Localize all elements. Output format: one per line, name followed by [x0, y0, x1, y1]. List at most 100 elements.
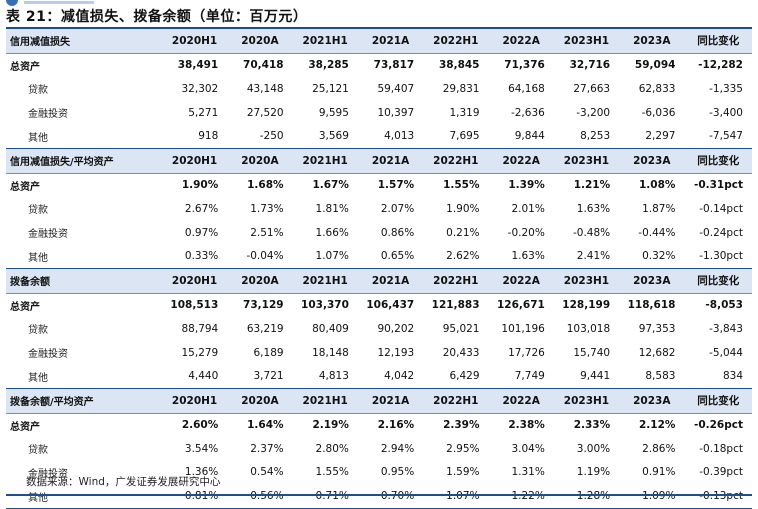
table-cell: 2.39%	[423, 412, 489, 438]
table-row: 其他 0.33% -0.04% 1.07% 0.65% 2.62% 1.63% 2.41% 0.…	[6, 244, 752, 269]
column-header: 2021A	[357, 268, 424, 294]
table-cell: -0.39pct	[699, 466, 743, 479]
table-cell: 1.36%	[184, 466, 219, 479]
table-cell: 2.51%	[250, 226, 284, 239]
column-header: 2021H1	[292, 388, 358, 413]
table-cell: 126,671	[488, 292, 554, 318]
table-cell: 128,199	[553, 292, 620, 318]
column-header: 2020A	[227, 388, 293, 413]
table-cell: 0.97%	[184, 226, 219, 239]
row-label: 金融投资	[28, 468, 68, 480]
row-label: 总资产	[6, 412, 162, 438]
column-header: 同比变化	[684, 29, 752, 54]
table-cell: 2.67%	[184, 202, 219, 215]
table-cell: 1.07%	[423, 484, 489, 509]
table-cell: 2,297	[619, 124, 685, 149]
table-cell: 32,302	[181, 82, 219, 95]
table-cell: 80,409	[312, 322, 349, 335]
column-header: 2020H1	[161, 29, 228, 54]
table-row: 金融投资 0.97% 2.51% 1.66% 0.86% 0.21% -0.20% -0.48…	[6, 221, 752, 245]
table-cell: 1.21%	[553, 172, 620, 198]
row-label: 其他	[6, 124, 162, 149]
column-header: 2022H1	[423, 148, 489, 174]
table-cell: 32,716	[553, 52, 620, 78]
table-cell: 118,618	[619, 292, 685, 318]
column-header: 2022A	[488, 29, 554, 54]
table-cell: 9,595	[318, 106, 349, 119]
total-row: 总资产 1.90% 1.68% 1.67% 1.57% 1.55% 1.39% 1.21% 1.…	[6, 172, 752, 198]
table-cell: 8,253	[553, 124, 620, 149]
table-cell: -2,636	[510, 106, 545, 119]
column-header: 2023H1	[553, 29, 620, 54]
table-cell: 38,491	[161, 52, 228, 78]
table-cell: 5,271	[188, 106, 219, 119]
table-cell: -0.20%	[507, 226, 545, 239]
table-cell: 4,813	[292, 364, 358, 389]
table-cell: 2.41%	[553, 244, 620, 269]
section-title: 拨备余额	[6, 268, 162, 294]
table-cell: 2.80%	[315, 442, 349, 455]
table-cell: 1.66%	[315, 226, 349, 239]
table-cell: 73,817	[357, 52, 424, 78]
table-cell: 95,021	[442, 322, 480, 335]
table-cell: 106,437	[357, 292, 424, 318]
table-cell: -0.14pct	[699, 202, 743, 215]
table-cell: 2.33%	[553, 412, 620, 438]
table-cell: 97,353	[638, 322, 676, 335]
table-cell: 103,370	[292, 292, 358, 318]
column-header: 2021H1	[292, 268, 358, 294]
table-cell: -8,053	[684, 292, 752, 318]
column-header: 2022A	[488, 268, 554, 294]
table-cell: 1.39%	[488, 172, 554, 198]
table-cell: -6,036	[641, 106, 676, 119]
table-cell: 15,740	[573, 346, 611, 359]
logo-icon	[6, 0, 18, 6]
table-cell: 3,721	[227, 364, 293, 389]
table-cell: 3.00%	[576, 442, 611, 455]
title-rule	[6, 27, 752, 29]
table-cell: 2.01%	[511, 202, 545, 215]
table-cell: 2.94%	[380, 442, 415, 455]
data-table: 信用减值损失 2020H1 2020A 2021H1 2021A 2022H1 2022A 2…	[6, 29, 752, 509]
table-cell: 1.64%	[227, 412, 293, 438]
column-header: 2020A	[227, 29, 293, 54]
table-cell: 2.12%	[619, 412, 685, 438]
table-cell: -7,547	[684, 124, 752, 149]
table-cell: 10,397	[377, 106, 415, 119]
top-band	[0, 0, 758, 6]
table-cell: 0.91%	[642, 466, 676, 479]
table-cell: 73,129	[227, 292, 293, 318]
table-cell: 2.16%	[357, 412, 424, 438]
table-cell: 1.81%	[315, 202, 349, 215]
table-cell: 2.95%	[446, 442, 480, 455]
table-cell: 43,148	[246, 82, 284, 95]
table-cell: 1.90%	[161, 172, 228, 198]
column-header: 2022H1	[423, 268, 489, 294]
table-cell: 62,833	[638, 82, 676, 95]
column-header: 同比变化	[684, 148, 752, 174]
table-cell: 38,285	[292, 52, 358, 78]
table-cell: -3,843	[709, 322, 743, 335]
table-cell: 1,319	[449, 106, 480, 119]
column-header: 2023A	[619, 148, 685, 174]
column-header: 2023A	[619, 29, 685, 54]
table-cell: 9,844	[488, 124, 554, 149]
table-cell: -1,335	[709, 82, 743, 95]
table-row: 其他 918 -250 3,569 4,013 7,695 9,844 8,253 2,297-…	[6, 124, 752, 149]
table-row: 贷款 3.54% 2.37% 2.80% 2.94% 2.95% 3.04% 3.00% 2.8…	[6, 437, 752, 461]
table-row: 金融投资 15,279 6,189 18,148 12,193 20,433 17,726 1…	[6, 341, 752, 365]
column-header: 2022A	[488, 148, 554, 174]
table-cell: -0.44%	[638, 226, 676, 239]
column-header: 2020A	[227, 148, 293, 174]
column-header: 同比变化	[684, 268, 752, 294]
section-header-row: 信用减值损失 2020H1 2020A 2021H1 2021A 2022H1 2022A 2…	[6, 29, 752, 54]
column-header: 2021H1	[292, 148, 358, 174]
row-label: 总资产	[6, 52, 162, 78]
table-cell: 25,121	[312, 82, 349, 95]
table-cell: 0.86%	[380, 226, 415, 239]
table-cell: 20,433	[442, 346, 480, 359]
table-title: 表 21：减值损失、拨备余额（单位：百万元）	[6, 9, 308, 25]
table-cell: 2.07%	[380, 202, 415, 215]
table-row: 贷款 2.67% 1.73% 1.81% 2.07% 1.90% 2.01% 1.63% 1.8…	[6, 197, 752, 221]
column-header: 2020A	[227, 268, 293, 294]
